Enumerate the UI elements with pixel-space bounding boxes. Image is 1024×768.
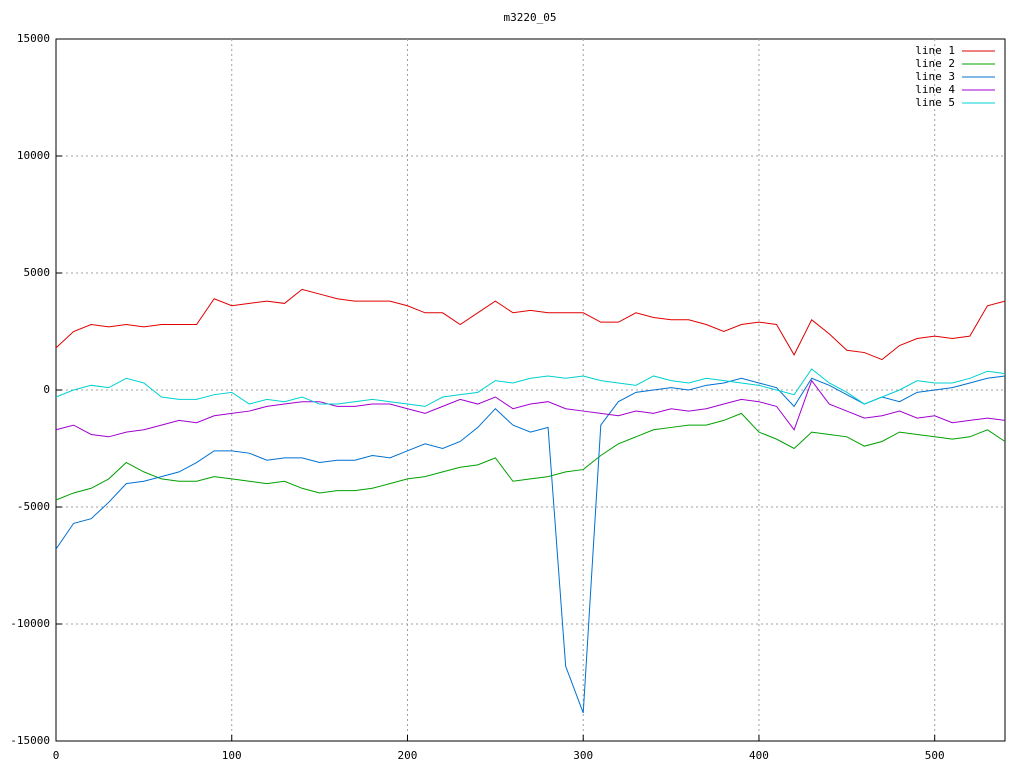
data-line [55,375,1006,714]
legend-label: line 5 [915,96,955,109]
legend-label: line 1 [915,44,955,57]
x-tick-label: 400 [749,749,769,762]
data-line [55,379,1006,438]
x-tick-label: 200 [398,749,418,762]
y-tick-label: -10000 [10,617,50,630]
y-tick-label: -15000 [10,734,50,747]
legend-label: line 2 [915,57,955,70]
x-tick-label: 300 [573,749,593,762]
x-tick-label: 0 [53,749,60,762]
y-tick-label: 0 [43,383,50,396]
data-line [55,412,1006,501]
y-tick-label: -5000 [17,500,50,513]
chart-title: m3220_05 [504,11,557,24]
data-line [55,288,1006,361]
y-tick-label: 15000 [17,32,50,45]
x-tick-label: 500 [925,749,945,762]
x-tick-label: 100 [222,749,242,762]
data-line [55,368,1006,407]
legend-label: line 4 [915,83,955,96]
legend-label: line 3 [915,70,955,83]
y-tick-label: 5000 [24,266,51,279]
y-tick-label: 10000 [17,149,50,162]
